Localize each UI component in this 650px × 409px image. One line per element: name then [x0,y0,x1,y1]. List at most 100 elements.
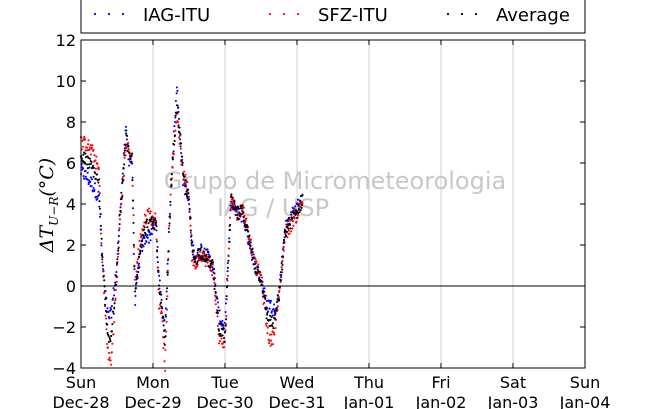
data-point-sfz-itu [109,359,112,362]
data-point-average [151,226,154,229]
data-point-average [101,264,104,267]
data-point-iag-itu [286,220,289,223]
data-point-iag-itu [272,308,275,311]
data-point-sfz-itu [96,163,99,166]
data-point-sfz-itu [214,303,217,306]
data-point-iag-itu [132,252,135,255]
data-point-sfz-itu [113,321,116,324]
data-point-iag-itu [124,125,127,128]
data-point-average [163,329,166,332]
data-point-iag-itu [93,189,96,192]
data-point-average [264,296,267,299]
data-point-iag-itu [188,203,191,206]
data-point-average [94,177,97,180]
data-point-average [88,166,91,169]
data-point-sfz-itu [120,202,123,205]
data-point-iag-itu [175,92,178,95]
data-point-average [106,323,109,326]
data-point-average [209,264,212,267]
data-point-average [119,198,122,201]
data-point-iag-itu [110,316,113,319]
y-tick-label: 2 [66,236,76,255]
data-point-average [134,290,137,293]
data-points [79,86,304,372]
data-point-average [115,275,118,278]
data-point-iag-itu [132,231,135,234]
data-point-iag-itu [93,182,97,185]
data-point-average [242,211,245,214]
data-point-iag-itu [83,177,86,180]
data-point-sfz-itu [90,146,93,149]
data-point-sfz-itu [101,261,104,264]
data-point-average [174,114,177,117]
data-point-sfz-itu [199,250,202,253]
data-point-average [196,249,200,252]
data-point-average [159,301,163,304]
data-point-sfz-itu [277,295,280,298]
data-point-average [117,247,120,250]
data-point-average [142,228,145,231]
data-point-sfz-itu [266,326,269,329]
data-point-sfz-itu [220,337,223,340]
data-point-average [215,296,218,300]
data-point-average [188,207,191,211]
data-point-average [127,145,130,148]
data-point-sfz-itu [179,147,182,150]
data-point-sfz-itu [291,227,294,230]
data-point-sfz-itu [110,351,113,354]
data-point-sfz-itu [147,210,150,213]
legend-label: Average [496,5,570,26]
data-point-average [185,192,188,196]
data-point-average [121,177,124,181]
data-point-sfz-itu [88,148,91,151]
data-point-sfz-itu [123,174,126,177]
data-point-iag-itu [270,310,273,313]
data-point-iag-itu [176,89,179,92]
data-point-average [220,323,223,326]
data-point-sfz-itu [249,238,253,241]
data-point-sfz-itu [265,324,268,327]
data-point-iag-itu [250,258,253,262]
data-point-average [150,216,153,219]
data-point-average [169,200,172,203]
y-axis-label-unit: (°C) [36,158,58,197]
data-point-average [301,204,304,207]
legend-marker [121,12,125,16]
data-point-average [103,303,107,306]
data-point-average [149,220,152,223]
data-point-sfz-itu [242,206,245,209]
data-point-sfz-itu [180,163,183,166]
data-point-average [166,287,169,290]
data-point-average [123,163,126,166]
data-point-sfz-itu [293,216,296,219]
data-point-average [211,258,214,262]
data-point-average [160,306,164,309]
data-point-iag-itu [218,309,221,312]
data-point-iag-itu [108,317,111,320]
legend: IAG-ITU SFZ-ITU Average [80,0,586,34]
data-point-sfz-itu [111,342,114,345]
data-point-iag-itu [86,171,89,174]
data-point-sfz-itu [257,263,260,266]
data-point-sfz-itu [221,342,224,346]
data-point-sfz-itu [273,331,276,335]
data-point-average [167,250,170,253]
data-point-iag-itu [147,241,150,244]
data-point-average [178,132,181,135]
legend-marker [282,12,286,16]
data-point-average [255,271,259,274]
data-point-sfz-itu [115,280,118,283]
data-point-average [266,313,269,316]
data-point-average [281,255,285,258]
data-point-sfz-itu [229,207,232,211]
data-point-sfz-itu [282,246,285,249]
data-point-average [157,269,160,272]
data-point-average [282,241,285,245]
legend-marker [474,12,478,16]
data-point-average [196,260,199,263]
data-point-average [237,207,241,210]
data-point-average [248,240,251,243]
data-point-average [177,106,180,109]
data-point-sfz-itu [166,308,169,311]
data-point-average [289,227,292,230]
